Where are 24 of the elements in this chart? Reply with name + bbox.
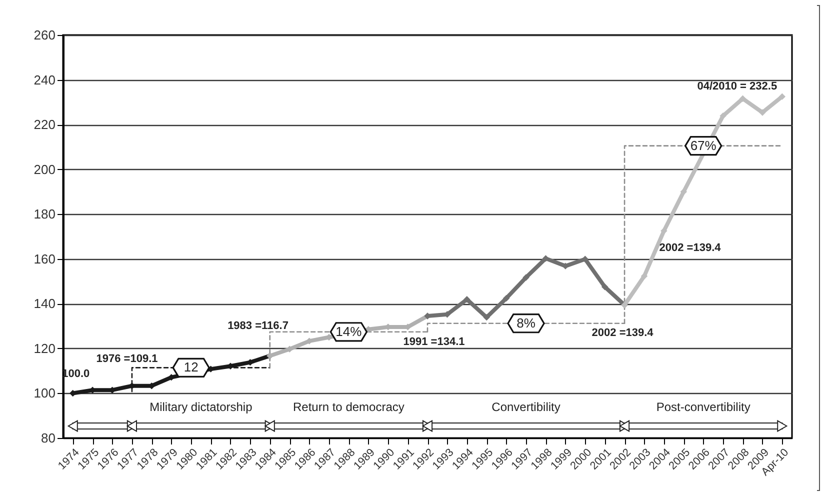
series-label: 14% [336, 324, 362, 339]
y-tick-label: 240 [34, 72, 56, 88]
annotation: 1983 =116.7 [228, 320, 288, 332]
annotation: 2002 =139.4 [592, 327, 654, 340]
annotation: 1976 =109.1 [96, 353, 158, 365]
annotation: Military dictatorship [150, 400, 253, 414]
y-tick-label: 180 [34, 206, 56, 222]
y-tick-label: 160 [34, 251, 56, 266]
annotation: 04/2010 = 232.5 [697, 80, 778, 93]
y-tick-label: 80 [41, 430, 56, 446]
y-tick-label: 140 [34, 296, 56, 312]
series-label: 12 [184, 360, 198, 375]
annotation: Post-convertibility [656, 400, 750, 414]
y-tick-label: 200 [34, 162, 56, 177]
annotation: Convertibility [492, 400, 560, 414]
series-label: 8% [516, 315, 536, 330]
annotation: 1991 =134.1 [403, 336, 465, 348]
y-tick-label: 120 [34, 340, 56, 356]
series-label: 67% [690, 138, 717, 153]
y-tick-label: 260 [34, 28, 56, 42]
y-tick-label: 100 [34, 386, 56, 401]
y-tick-label: 220 [34, 117, 56, 132]
annotation: Return to democracy [292, 400, 404, 414]
annotation: 2002 =139.4 [659, 242, 722, 254]
